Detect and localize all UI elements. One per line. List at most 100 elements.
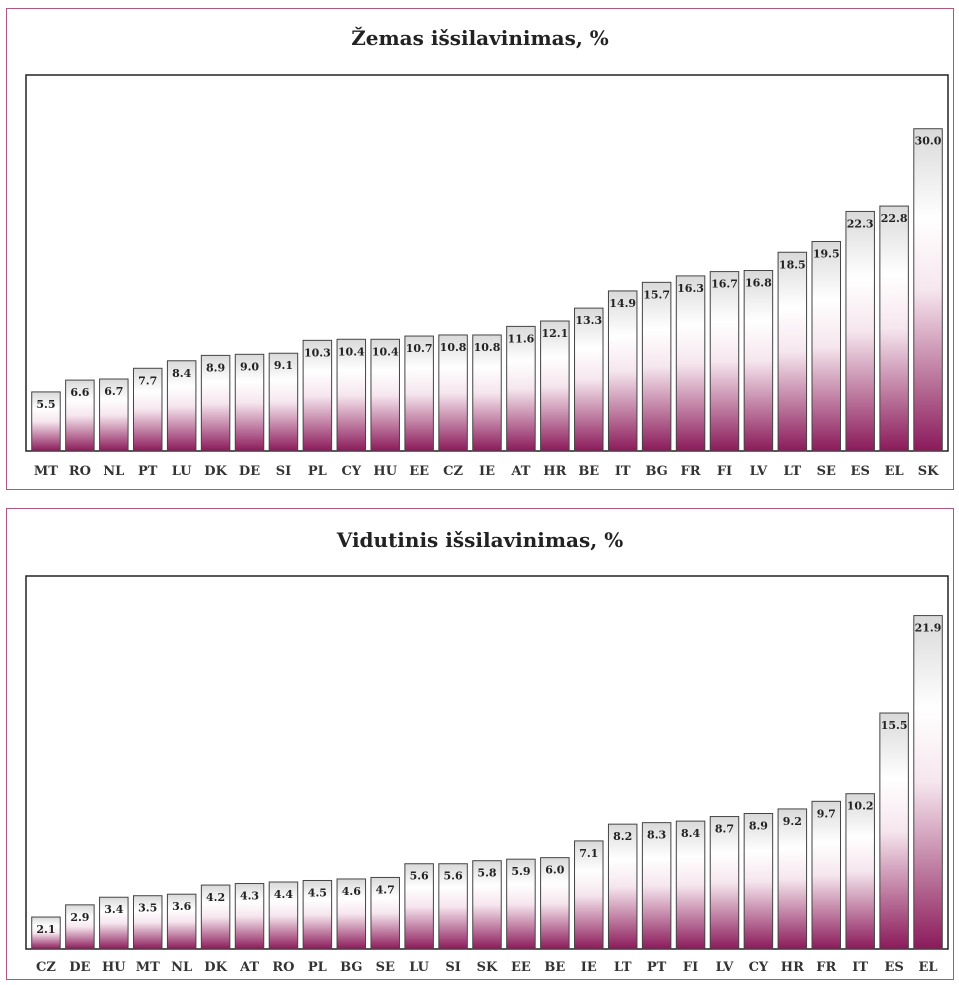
bar-dk <box>200 354 231 452</box>
bar-lu <box>404 863 434 950</box>
category-label: SI <box>445 960 460 975</box>
bar-es <box>879 712 909 950</box>
data-label: 5.6 <box>444 870 463 883</box>
data-label: 7.7 <box>138 374 157 387</box>
data-label: 13.3 <box>575 314 602 327</box>
category-label: FR <box>816 960 836 975</box>
data-label: 4.4 <box>274 888 293 901</box>
bar-de <box>65 904 95 950</box>
bar-cz <box>31 916 61 950</box>
category-label: BE <box>544 960 565 975</box>
category-label: SK <box>918 464 939 479</box>
data-label: 8.9 <box>206 361 225 374</box>
category-label: CY <box>341 464 361 479</box>
bar-pl <box>302 339 333 452</box>
data-label: 5.5 <box>36 398 55 411</box>
data-label: 16.8 <box>745 277 772 290</box>
category-label: DE <box>69 960 90 975</box>
bar-fr <box>811 800 842 950</box>
bar-ro <box>268 881 299 950</box>
bar-dk <box>200 884 231 950</box>
data-label: 6.7 <box>104 385 123 398</box>
bar-pt <box>132 367 163 452</box>
category-label: CZ <box>36 960 56 975</box>
bar-lv <box>709 816 740 950</box>
data-label: 4.6 <box>342 885 361 898</box>
category-label: SE <box>817 464 836 479</box>
data-label: 2.1 <box>36 923 55 936</box>
category-label: PL <box>308 960 327 975</box>
bar-sk <box>472 860 502 950</box>
data-label: 22.3 <box>847 217 874 230</box>
data-label: 16.7 <box>711 278 738 291</box>
bar-hr <box>540 320 570 452</box>
data-label: 4.3 <box>240 890 259 903</box>
category-label: EE <box>409 464 429 479</box>
data-label: 5.8 <box>477 867 496 880</box>
category-label: LV <box>750 464 769 479</box>
category-label: HU <box>102 960 126 975</box>
bar-bg <box>336 878 367 950</box>
bar-fr <box>675 275 706 452</box>
data-label: 30.0 <box>915 135 942 148</box>
category-label: IT <box>615 464 631 479</box>
data-label: 5.6 <box>410 870 429 883</box>
category-label: SI <box>276 464 291 479</box>
data-label: 8.2 <box>613 830 632 843</box>
category-label: NL <box>103 464 124 479</box>
bar-es <box>845 210 875 452</box>
low-education-chart-panel: Žemas išsilavinimas, % 5.5 MT 6.6 RO 6.7 NL 7.… <box>6 8 954 490</box>
bar-lt <box>607 823 638 950</box>
category-label: RO <box>272 960 294 975</box>
bar-it <box>845 793 875 950</box>
category-label: LV <box>716 960 735 975</box>
data-label: 18.5 <box>779 258 806 271</box>
category-label: LT <box>614 960 632 975</box>
bar-hu <box>99 896 129 950</box>
data-label: 16.3 <box>677 282 704 295</box>
data-label: 7.1 <box>579 847 598 860</box>
data-label: 9.1 <box>274 359 293 372</box>
category-label: PT <box>647 960 667 975</box>
category-label: RO <box>69 464 91 479</box>
bar-si <box>438 863 468 950</box>
category-label: HR <box>543 464 566 479</box>
bar-el <box>879 205 909 452</box>
bar-fi <box>675 820 706 950</box>
medium-education-chart-panel: Vidutinis išsilavinimas, % 2.1 CZ 2.9 DE 3.4… <box>6 508 954 980</box>
data-label: 15.7 <box>643 288 670 301</box>
category-label: PT <box>138 464 158 479</box>
bar-it <box>607 290 638 452</box>
bar-ee <box>506 858 536 950</box>
bar-si <box>268 352 299 452</box>
chart-title: Vidutinis išsilavinimas, % <box>336 528 623 552</box>
data-label: 10.4 <box>338 345 365 358</box>
data-label: 4.5 <box>308 886 327 899</box>
bar-ie <box>574 840 604 950</box>
data-label: 12.1 <box>541 327 568 340</box>
bar-cy <box>743 813 774 950</box>
category-label: IE <box>581 960 597 975</box>
bar-ee <box>404 335 434 452</box>
category-label: LU <box>172 464 192 479</box>
data-label: 14.9 <box>609 297 636 310</box>
bar-ie <box>472 334 502 452</box>
medium-education-chart: Vidutinis išsilavinimas, % 2.1 CZ 2.9 DE 3.4… <box>25 528 949 975</box>
category-label: SE <box>376 960 395 975</box>
data-label: 10.3 <box>304 346 331 359</box>
chart-title: Žemas išsilavinimas, % <box>351 26 609 50</box>
data-label: 21.9 <box>915 622 942 635</box>
data-label: 8.9 <box>749 820 768 833</box>
bar-lv <box>743 270 774 452</box>
category-label: FR <box>681 464 701 479</box>
bar-hu <box>370 338 400 452</box>
bar-bg <box>641 281 672 452</box>
bars-group: 2.1 CZ 2.9 DE 3.4 HU 3.5 MT 3.6 NL 4.2 DK 4.3 AT 4.4 RO… <box>31 615 943 975</box>
category-label: IT <box>852 960 868 975</box>
bar-pt <box>641 822 672 950</box>
bar-fi <box>709 271 740 452</box>
data-label: 3.4 <box>104 903 123 916</box>
data-label: 4.7 <box>376 883 395 896</box>
category-label: SK <box>477 960 498 975</box>
bar-lu <box>166 360 197 452</box>
